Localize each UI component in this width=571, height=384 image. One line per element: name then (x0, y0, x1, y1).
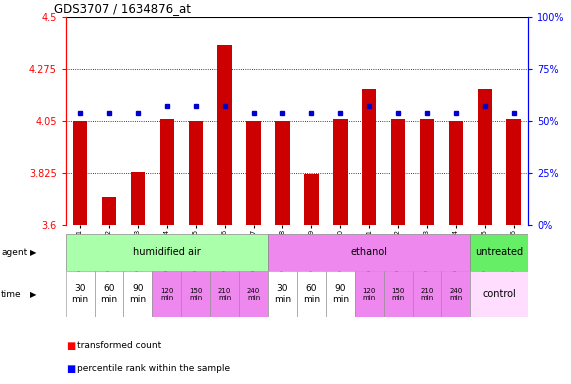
Bar (413, 271, 441, 317)
Bar (246, 121, 261, 225)
Text: ▶: ▶ (30, 248, 36, 257)
Bar (297, 271, 326, 317)
Bar (471, 271, 528, 317)
Text: 210
min: 210 min (420, 288, 434, 301)
Bar (66, 271, 95, 317)
Text: ethanol: ethanol (351, 247, 388, 258)
Text: time: time (1, 290, 22, 299)
Text: 240
min: 240 min (247, 288, 260, 301)
Bar (441, 271, 471, 317)
Bar (275, 121, 289, 225)
Bar (362, 89, 376, 225)
Bar (182, 271, 210, 317)
Text: agent: agent (1, 248, 27, 257)
Bar (449, 121, 463, 225)
Text: untreated: untreated (475, 247, 524, 258)
Text: ■: ■ (66, 364, 75, 374)
Bar (95, 271, 123, 317)
Bar (239, 271, 268, 317)
Text: 120
min: 120 min (363, 288, 376, 301)
Bar (73, 121, 87, 225)
Bar (333, 119, 348, 225)
Text: humidified air: humidified air (133, 247, 201, 258)
Bar (268, 271, 297, 317)
Bar (218, 45, 232, 225)
Text: 210
min: 210 min (218, 288, 231, 301)
Text: ■: ■ (66, 341, 75, 351)
Text: 240
min: 240 min (449, 288, 463, 301)
Text: 90
min: 90 min (130, 285, 147, 304)
Bar (160, 119, 174, 225)
Bar (152, 271, 182, 317)
Bar (326, 271, 355, 317)
Bar (268, 234, 471, 271)
Text: control: control (482, 289, 516, 299)
Text: 90
min: 90 min (332, 285, 349, 304)
Bar (384, 271, 413, 317)
Bar (506, 119, 521, 225)
Text: GDS3707 / 1634876_at: GDS3707 / 1634876_at (54, 2, 191, 15)
Bar (102, 197, 116, 225)
Text: percentile rank within the sample: percentile rank within the sample (77, 364, 230, 373)
Text: 30
min: 30 min (274, 285, 291, 304)
Text: 150
min: 150 min (189, 288, 203, 301)
Text: 30
min: 30 min (71, 285, 89, 304)
Bar (355, 271, 384, 317)
Bar (131, 172, 145, 225)
Text: 60
min: 60 min (303, 285, 320, 304)
Bar (477, 89, 492, 225)
Text: ▶: ▶ (30, 290, 36, 299)
Text: 60
min: 60 min (100, 285, 118, 304)
Text: 120
min: 120 min (160, 288, 174, 301)
Bar (210, 271, 239, 317)
Text: 150
min: 150 min (391, 288, 405, 301)
Bar (304, 174, 319, 225)
Text: transformed count: transformed count (77, 341, 162, 350)
Bar (391, 119, 405, 225)
Bar (66, 234, 268, 271)
Bar (420, 119, 434, 225)
Bar (123, 271, 152, 317)
Bar (471, 234, 528, 271)
Bar (188, 121, 203, 225)
